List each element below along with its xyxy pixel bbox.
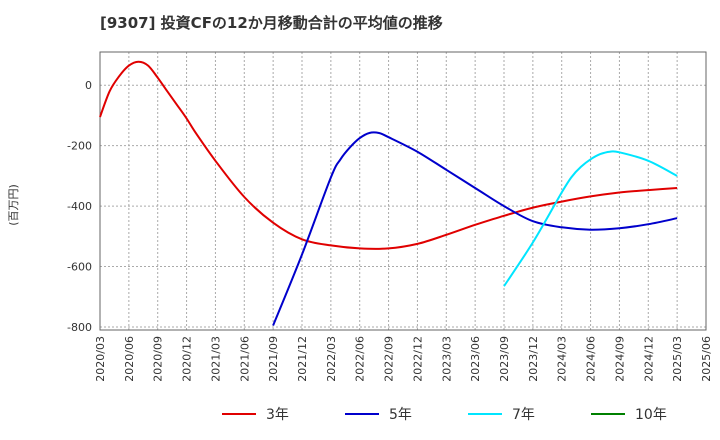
- x-tick-label: 2024/09: [613, 336, 626, 382]
- x-tick-label: 2023/06: [469, 336, 482, 382]
- x-tick-label: 2023/09: [498, 336, 511, 382]
- x-tick-label: 2022/03: [325, 336, 338, 382]
- plot-area-frame: [99, 51, 707, 331]
- x-tick-label: 2023/03: [440, 336, 453, 382]
- x-tick-label: 2020/09: [152, 336, 165, 382]
- series-line-5年: [272, 131, 678, 326]
- legend-label-10年: 10年: [635, 407, 667, 423]
- grid: [99, 52, 707, 330]
- x-tick-label: 2021/09: [267, 336, 280, 382]
- y-tick-label: -400: [67, 200, 92, 213]
- x-tick-label: 2024/12: [642, 336, 655, 382]
- y-tick-label: -800: [67, 321, 92, 334]
- series-line-3年: [99, 60, 678, 250]
- x-tick-label: 2021/12: [296, 336, 309, 382]
- x-axis-ticks: 2020/03 2020/06 2020/09 2020/12 2021/03 2021/…: [94, 336, 713, 382]
- legend-label-7年: 7年: [512, 407, 535, 423]
- y-axis-label: (百万円): [7, 184, 20, 226]
- legend-label-5年: 5年: [389, 407, 412, 423]
- series-line-7年: [503, 150, 678, 287]
- x-tick-label: 2022/12: [411, 336, 424, 382]
- x-tick-label: 2024/06: [585, 336, 598, 382]
- legend-label-3年: 3年: [266, 407, 289, 423]
- x-tick-label: 2021/06: [238, 336, 251, 382]
- x-tick-label: 2024/03: [556, 336, 569, 382]
- series-lines: [99, 60, 678, 326]
- x-tick-label: 2025/03: [671, 336, 684, 382]
- x-tick-label: 2021/03: [209, 336, 222, 382]
- y-tick-label: -600: [67, 261, 92, 274]
- x-tick-label: 2025/06: [700, 336, 713, 382]
- x-tick-label: 2020/06: [123, 336, 136, 382]
- y-tick-label: -200: [67, 140, 92, 153]
- x-tick-label: 2020/12: [181, 336, 194, 382]
- x-tick-label: 2022/09: [383, 336, 396, 382]
- y-axis-ticks: 0 -200 -400 -600 -800: [67, 79, 92, 334]
- x-tick-label: 2022/06: [354, 336, 367, 382]
- x-tick-label: 2020/03: [94, 336, 107, 382]
- legend: 3年 5年 7年 10年: [222, 407, 667, 423]
- chart-title: [9307] 投資CFの12か月移動合計の平均値の推移: [100, 14, 443, 32]
- y-tick-label: 0: [85, 79, 92, 92]
- x-tick-label: 2023/12: [527, 336, 540, 382]
